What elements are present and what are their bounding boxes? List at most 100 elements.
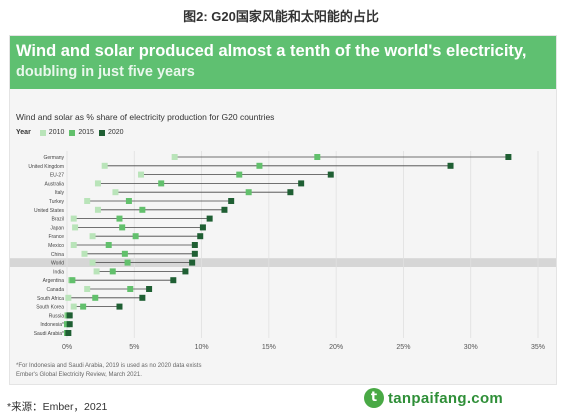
row-label-united-states: United States xyxy=(34,208,65,214)
point-2010-turkey xyxy=(84,198,91,204)
x-tick-label: 15% xyxy=(262,344,276,351)
point-2015-italy xyxy=(245,189,252,196)
point-2010-united-states xyxy=(94,206,101,213)
point-2015-mexico xyxy=(105,242,112,248)
point-2015-canada xyxy=(127,286,134,292)
point-2015-argentina xyxy=(69,277,76,284)
point-2015-japan xyxy=(119,224,126,231)
x-tick-label: 0% xyxy=(62,344,72,351)
row-label-saudi-arabia: Saudi Arabia* xyxy=(34,331,64,337)
point-2015-south-korea xyxy=(80,303,87,310)
point-2015-united-states xyxy=(139,206,146,213)
legend-swatch-2010 xyxy=(39,129,46,136)
row-label-australia: Australia xyxy=(45,181,65,187)
row-label-japan: Japan xyxy=(50,225,64,231)
point-2020-china xyxy=(191,250,198,257)
point-2020-united-kingdom xyxy=(447,162,454,169)
point-2020-south-korea xyxy=(116,303,123,310)
point-2010-eu-27 xyxy=(138,171,145,178)
row-label-south-africa: South Africa xyxy=(37,296,64,302)
watermark-text: tanpaifang.com xyxy=(388,389,504,407)
row-label-italy: Italy xyxy=(55,190,65,196)
point-2020-russia xyxy=(66,312,73,319)
point-2020-south-africa xyxy=(139,294,146,301)
point-2010-canada xyxy=(84,286,91,292)
legend-label-2020: 2020 xyxy=(107,129,124,136)
point-2020-indonesia xyxy=(66,321,73,328)
headline-banner: Wind and solar produced almost a tenth o… xyxy=(10,36,556,89)
point-2010-australia xyxy=(94,180,101,187)
point-2010-mexico xyxy=(70,242,77,248)
point-2020-mexico xyxy=(191,242,198,248)
point-2010-world xyxy=(89,259,96,266)
row-label-south-korea: South Korea xyxy=(36,305,64,311)
point-2010-brazil xyxy=(70,215,77,222)
x-tick-label: 5% xyxy=(129,344,139,351)
point-2015-united-kingdom xyxy=(256,162,263,169)
point-2020-brazil xyxy=(206,215,213,222)
point-2015-france xyxy=(132,233,139,240)
point-2020-turkey xyxy=(228,198,235,204)
row-label-india: India xyxy=(53,269,64,275)
highlight-band xyxy=(10,258,556,267)
x-tick-label: 30% xyxy=(464,344,478,351)
point-2010-japan xyxy=(72,224,79,231)
point-2020-canada xyxy=(146,286,153,292)
point-2015-south-africa xyxy=(92,294,99,301)
row-label-germany: Germany xyxy=(43,155,64,161)
point-2010-south-korea xyxy=(70,303,77,310)
point-2020-united-states xyxy=(221,206,228,213)
chart-legend: Year 2010 2015 2020 xyxy=(16,129,129,136)
point-2015-germany xyxy=(314,154,321,160)
point-2015-turkey xyxy=(125,198,132,204)
legend-title: Year xyxy=(16,129,31,136)
chart-footnote: *For Indonesia and Saudi Arabia, 2019 is… xyxy=(16,363,202,369)
point-2020-saudi-arabia xyxy=(65,330,72,336)
point-2010-france xyxy=(89,233,96,240)
watermark: t tanpaifang.com xyxy=(364,388,503,408)
point-2020-world xyxy=(189,259,196,266)
source-line: *来源：Ember，2021 xyxy=(7,401,108,413)
row-label-china: China xyxy=(51,252,64,258)
legend-label-2015: 2015 xyxy=(78,129,94,136)
legend-item-2010: 2010 xyxy=(39,129,65,136)
point-2010-germany xyxy=(171,154,178,160)
point-2010-united-kingdom xyxy=(101,162,108,169)
x-tick-label: 35% xyxy=(531,344,545,351)
point-2020-italy xyxy=(287,189,294,196)
x-tick-label: 10% xyxy=(195,344,209,351)
point-2020-india xyxy=(182,268,189,275)
chart-source: Ember's Global Electricity Review, March… xyxy=(16,372,142,378)
x-tick-label: 20% xyxy=(329,344,343,351)
chart-title: Wind and solar as % share of electricity… xyxy=(16,112,275,122)
point-2015-eu-27 xyxy=(236,171,243,178)
point-2020-argentina xyxy=(170,277,177,284)
row-label-russia: Russia xyxy=(49,313,65,319)
point-2010-south-africa xyxy=(65,294,72,301)
dot-range-chart: 0% 5% 10% 15% 20% 25% 30% 35% Germany United King… xyxy=(10,151,556,351)
row-label-united-kingdom: United Kingdom xyxy=(28,164,64,170)
legend-item-2015: 2015 xyxy=(69,129,94,136)
figure-caption: 图2: G20国家风能和太阳能的占比 xyxy=(183,9,379,24)
point-2010-italy xyxy=(112,189,119,196)
legend-swatch-2020 xyxy=(98,129,105,136)
point-2020-germany xyxy=(505,154,512,160)
watermark-logo-icon: t xyxy=(364,388,384,408)
point-2020-eu-27 xyxy=(327,171,334,178)
point-2015-brazil xyxy=(116,215,123,222)
point-2020-japan xyxy=(199,224,206,231)
point-2020-france xyxy=(197,233,204,240)
point-2015-china xyxy=(121,250,128,257)
row-label-world: World xyxy=(51,261,64,267)
row-label-mexico: Mexico xyxy=(48,243,64,249)
row-label-indonesia: Indonesia* xyxy=(40,322,64,328)
row-label-eu-27: EU-27 xyxy=(50,173,64,179)
row-label-brazil: Brazil xyxy=(51,217,64,223)
headline-subtitle: doubling in just five years xyxy=(16,64,195,80)
point-2015-australia xyxy=(158,180,165,187)
row-label-turkey: Turkey xyxy=(49,199,65,205)
point-2015-world xyxy=(124,259,131,266)
legend-item-2020: 2020 xyxy=(98,129,124,136)
legend-label-2010: 2010 xyxy=(48,129,65,136)
chart-card: Wind and solar produced almost a tenth o… xyxy=(9,35,557,385)
